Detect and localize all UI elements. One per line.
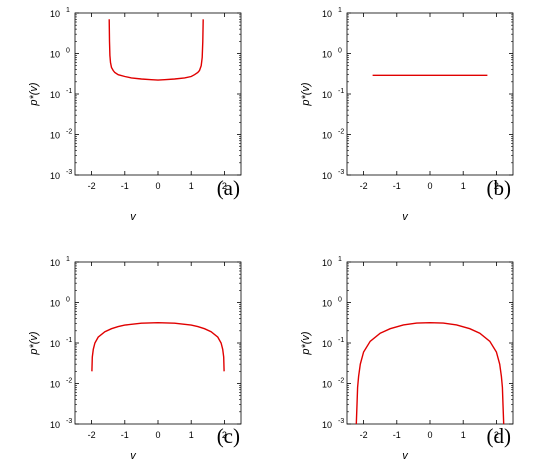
plot-frame	[346, 12, 514, 176]
y-tick-label-exponent: -2	[66, 129, 72, 136]
x-tick-label: 0	[427, 430, 432, 440]
y-tick-label-base: 10	[322, 380, 332, 390]
chart-panel-4: -2 -1 0 1 2 10 -3 10 -2 10 -1 10 0 10 1 (d) v p*(v)	[300, 256, 514, 462]
x-tick-label: 0	[427, 181, 432, 191]
y-tick-label-base: 10	[50, 339, 60, 349]
y-tick-label-base: 10	[322, 131, 332, 141]
series-line	[108, 19, 204, 81]
plot-frame	[346, 261, 514, 425]
panel-label: (d)	[487, 424, 512, 448]
y-axis-label: p*(v)	[28, 331, 40, 356]
chart-panel-2: -2 -1 0 1 2 10 -3 10 -2 10 -1 10 0 10 1 (b) v p*(v)	[300, 7, 514, 223]
y-tick-label-exponent: -2	[338, 129, 344, 136]
series-line	[91, 321, 225, 372]
y-tick-label-base: 10	[322, 90, 332, 100]
panel-label: (a)	[217, 176, 240, 200]
x-tick-label: -2	[360, 181, 368, 191]
x-tick-label: 1	[461, 181, 466, 191]
y-tick-label-base: 10	[50, 171, 60, 181]
y-tick-label-exponent: 1	[338, 256, 342, 263]
x-tick-label: 1	[189, 430, 194, 440]
x-axis-label: v	[130, 450, 137, 462]
x-tick-label: 0	[155, 181, 160, 191]
x-tick-label: 1	[189, 181, 194, 191]
x-tick-label: -1	[393, 430, 401, 440]
y-tick-label-base: 10	[50, 299, 60, 309]
y-tick-label-exponent: -3	[338, 418, 344, 425]
y-tick-label-base: 10	[50, 90, 60, 100]
x-tick-label: -2	[88, 181, 96, 191]
y-tick-label-base: 10	[50, 9, 60, 19]
plot-frame	[74, 12, 242, 176]
y-tick-label-base: 10	[50, 380, 60, 390]
y-tick-label-exponent: 1	[66, 256, 70, 263]
x-tick-label: -1	[393, 181, 401, 191]
y-axis-label: p*(v)	[28, 82, 40, 107]
x-tick-label: -1	[121, 181, 129, 191]
y-tick-label-base: 10	[322, 299, 332, 309]
x-tick-label: 2	[222, 181, 227, 191]
y-tick-label-exponent: -3	[338, 169, 344, 176]
y-tick-label-exponent: 0	[338, 297, 342, 304]
y-tick-label-base: 10	[322, 50, 332, 60]
y-tick-label-exponent: 0	[66, 297, 70, 304]
x-tick-label: 1	[461, 430, 466, 440]
y-tick-label-exponent: -3	[66, 418, 72, 425]
y-tick-label-base: 10	[322, 171, 332, 181]
y-tick-label-exponent: 1	[338, 7, 342, 14]
y-tick-label-exponent: 1	[66, 7, 70, 14]
series-line	[355, 321, 505, 425]
y-tick-label-base: 10	[50, 50, 60, 60]
chart-panel-3: -2 -1 0 1 2 10 -3 10 -2 10 -1 10 0 10 1 (c) v p*(v)	[28, 256, 242, 462]
y-axis-label: p*(v)	[300, 331, 312, 356]
y-tick-label-exponent: -1	[338, 337, 344, 344]
y-tick-label-base: 10	[50, 131, 60, 141]
y-tick-label-base: 10	[50, 258, 60, 268]
y-tick-label-base: 10	[322, 420, 332, 430]
panel-label: (b)	[487, 176, 512, 200]
x-tick-label: -2	[360, 430, 368, 440]
y-tick-label-exponent: -1	[66, 337, 72, 344]
y-tick-label-exponent: -2	[338, 378, 344, 385]
panel-label: (c)	[217, 424, 240, 448]
y-axis-label: p*(v)	[300, 82, 312, 107]
y-tick-label-base: 10	[322, 9, 332, 19]
y-tick-label-base: 10	[322, 339, 332, 349]
y-tick-label-exponent: -2	[66, 378, 72, 385]
chart-panel-1: -2 -1 0 1 2 10 -3 10 -2 10 -1 10 0 10 1 (a) v p*(v)	[28, 7, 242, 223]
x-tick-label: 2	[494, 430, 499, 440]
x-axis-label: v	[130, 211, 137, 223]
x-axis-label: v	[402, 211, 409, 223]
plot-frame	[74, 261, 242, 425]
x-axis-label: v	[402, 450, 409, 462]
y-tick-label-exponent: -3	[66, 169, 72, 176]
x-tick-label: 2	[222, 430, 227, 440]
x-tick-label: 0	[155, 430, 160, 440]
y-tick-label-exponent: 0	[338, 48, 342, 55]
y-tick-label-exponent: 0	[66, 48, 70, 55]
y-tick-label-base: 10	[50, 420, 60, 430]
x-tick-label: -1	[121, 430, 129, 440]
y-tick-label-base: 10	[322, 258, 332, 268]
y-tick-label-exponent: -1	[338, 88, 344, 95]
x-tick-label: -2	[88, 430, 96, 440]
y-tick-label-exponent: -1	[66, 88, 72, 95]
x-tick-label: 2	[494, 181, 499, 191]
